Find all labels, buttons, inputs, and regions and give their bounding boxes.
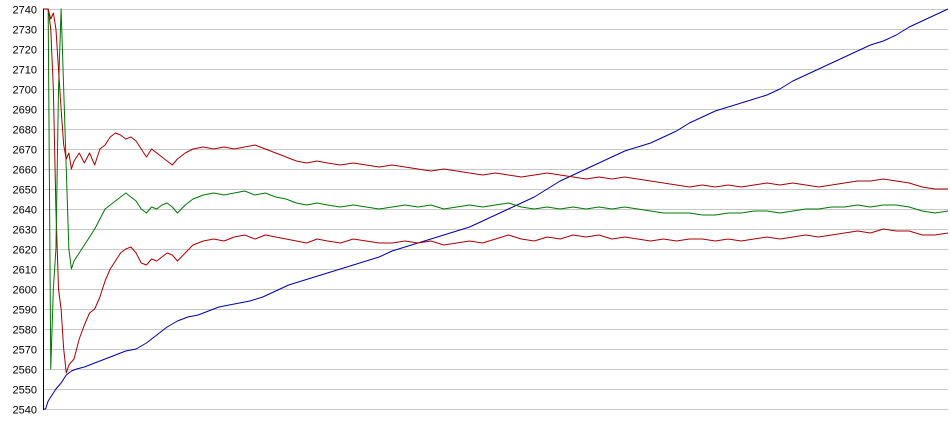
y-tick-label: 2700 bbox=[13, 85, 37, 97]
y-tick-label: 2710 bbox=[13, 65, 37, 77]
series-line-2 bbox=[43, 8, 949, 370]
y-tick-label: 2690 bbox=[13, 105, 37, 117]
y-tick-label: 2730 bbox=[13, 25, 37, 37]
y-tick-label: 2600 bbox=[13, 285, 37, 297]
y-tick-label: 2650 bbox=[13, 185, 37, 197]
y-tick-label: 2720 bbox=[13, 45, 37, 57]
series-line-1 bbox=[43, 8, 949, 374]
series-line-3 bbox=[43, 8, 948, 190]
y-tick-label: 2670 bbox=[13, 145, 37, 157]
y-axis-labels: 2540 2550 2560 2570 2580 2590 2600 2610 2620 2630… bbox=[13, 5, 37, 417]
y-tick-label: 2540 bbox=[13, 405, 37, 417]
y-tick-label: 2550 bbox=[13, 385, 37, 397]
y-tick-label: 2640 bbox=[13, 205, 37, 217]
y-tick-label: 2740 bbox=[13, 5, 37, 17]
series-group bbox=[43, 8, 949, 410]
series-line-0 bbox=[43, 8, 949, 410]
y-tick-label: 2660 bbox=[13, 165, 37, 177]
y-tick-label: 2620 bbox=[13, 245, 37, 257]
y-tick-label: 2580 bbox=[13, 325, 37, 337]
y-tick-label: 2680 bbox=[13, 125, 37, 137]
y-tick-label: 2590 bbox=[13, 305, 37, 317]
y-tick-label: 2560 bbox=[13, 365, 37, 377]
y-tick-label: 2610 bbox=[13, 265, 37, 277]
y-tick-label: 2630 bbox=[13, 225, 37, 237]
grid bbox=[43, 9, 948, 410]
y-tick-label: 2570 bbox=[13, 345, 37, 357]
